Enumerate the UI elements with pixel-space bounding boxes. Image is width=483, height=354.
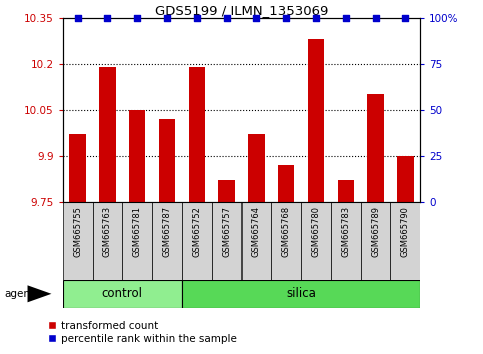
Bar xyxy=(361,202,390,280)
Bar xyxy=(242,202,271,280)
Bar xyxy=(248,134,265,202)
Point xyxy=(401,15,409,21)
Point xyxy=(312,15,320,21)
Bar xyxy=(129,110,145,202)
Bar xyxy=(212,202,242,280)
Bar xyxy=(159,119,175,202)
Point xyxy=(223,15,230,21)
Text: GSM665764: GSM665764 xyxy=(252,206,261,257)
Bar xyxy=(122,202,152,280)
Text: GSM665763: GSM665763 xyxy=(103,206,112,257)
Bar xyxy=(390,202,420,280)
Bar xyxy=(397,156,413,202)
Bar xyxy=(368,95,384,202)
Bar xyxy=(99,67,115,202)
Bar xyxy=(182,202,212,280)
Bar xyxy=(301,202,331,280)
Point xyxy=(342,15,350,21)
Polygon shape xyxy=(28,285,52,302)
Bar xyxy=(338,180,354,202)
Bar xyxy=(331,202,361,280)
Bar xyxy=(152,202,182,280)
Text: GSM665787: GSM665787 xyxy=(163,206,171,257)
Point xyxy=(133,15,141,21)
Bar xyxy=(189,67,205,202)
Text: agent: agent xyxy=(5,289,35,299)
Text: GSM665757: GSM665757 xyxy=(222,206,231,257)
Bar xyxy=(93,202,122,280)
Text: silica: silica xyxy=(286,287,316,300)
Point xyxy=(372,15,380,21)
Text: GSM665790: GSM665790 xyxy=(401,206,410,257)
Point xyxy=(282,15,290,21)
Bar xyxy=(63,280,182,308)
Point xyxy=(74,15,82,21)
Point xyxy=(104,15,112,21)
Text: GSM665780: GSM665780 xyxy=(312,206,320,257)
Text: GSM665789: GSM665789 xyxy=(371,206,380,257)
Legend: transformed count, percentile rank within the sample: transformed count, percentile rank withi… xyxy=(44,317,241,348)
Bar xyxy=(271,202,301,280)
Bar xyxy=(70,134,86,202)
Text: GSM665755: GSM665755 xyxy=(73,206,82,257)
Text: control: control xyxy=(102,287,143,300)
Bar xyxy=(63,202,93,280)
Bar xyxy=(218,180,235,202)
Text: GSM665783: GSM665783 xyxy=(341,206,350,257)
Text: GSM665752: GSM665752 xyxy=(192,206,201,257)
Bar xyxy=(182,280,420,308)
Text: GSM665768: GSM665768 xyxy=(282,206,291,257)
Point xyxy=(253,15,260,21)
Bar xyxy=(278,165,294,202)
Text: GSM665781: GSM665781 xyxy=(133,206,142,257)
Point xyxy=(193,15,201,21)
Point xyxy=(163,15,171,21)
Bar xyxy=(308,39,324,202)
Title: GDS5199 / ILMN_1353069: GDS5199 / ILMN_1353069 xyxy=(155,4,328,17)
